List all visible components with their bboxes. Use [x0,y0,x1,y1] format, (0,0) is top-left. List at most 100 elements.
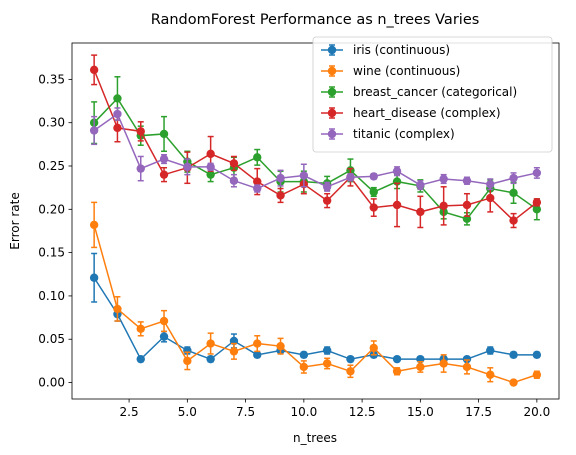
data-point [206,170,215,179]
x-axis: 2.5 5.0 7.5 10.0 12.5 15.0 17.5 20.0 [120,399,550,419]
data-point [369,187,378,197]
data-point [509,188,518,198]
legend-marker [327,87,337,97]
data-point [346,173,355,182]
data-point [462,200,472,210]
data-point [416,362,425,372]
y-tick-label: 0.15 [38,246,65,260]
legend-box [312,36,553,153]
legend: iris (continuous) wine (continuous) breast… [312,36,553,153]
data-point [229,347,239,356]
series-3 [89,54,542,229]
data-point [322,359,332,368]
data-point [113,123,122,133]
data-point [253,184,262,193]
data-point [113,94,122,103]
data-point [509,378,518,387]
x-tick-label: 12.5 [349,405,376,419]
data-point [206,162,215,172]
legend-label: iris (continuous) [353,43,450,57]
data-point [89,65,99,75]
data-point [159,129,169,139]
data-point [113,109,122,119]
data-point [113,304,122,314]
x-tick-label: 15.0 [407,405,434,419]
data-point [392,354,402,364]
data-point [462,176,472,185]
data-point [532,198,542,207]
data-point [183,356,192,366]
data-point [462,354,472,364]
data-point [392,200,402,210]
data-point [462,362,472,372]
data-point [392,166,402,176]
data-point [509,216,518,225]
legend-label: breast_cancer (categorical) [353,85,517,99]
x-tick-label: 2.5 [120,405,139,419]
data-point [89,273,99,282]
data-point [136,324,145,334]
legend-marker [327,45,337,55]
data-point [509,350,518,360]
y-tick-label: 0.25 [38,159,65,173]
data-point [439,174,448,184]
data-point [159,332,169,341]
y-tick-label: 0.00 [38,376,65,390]
data-point [486,193,495,203]
data-point [253,177,262,186]
data-point [369,343,378,353]
legend-label: wine (continuous) [353,64,460,78]
data-point [136,127,145,136]
data-point [253,350,262,360]
x-axis-title: n_trees [293,431,337,445]
x-tick-label: 5.0 [178,405,197,419]
legend-item: wine (continuous) [321,64,460,78]
data-point [439,201,448,211]
data-point [183,162,192,172]
data-point [392,367,402,376]
legend-item: heart_disease (complex) [321,106,501,120]
data-point [369,203,378,212]
data-point [532,350,542,360]
data-point [439,359,448,368]
data-point [486,179,495,189]
data-point [136,164,145,173]
legend-marker [327,129,337,139]
y-tick-label: 0.05 [38,332,65,346]
x-tick-label: 7.5 [236,405,255,419]
x-tick-label: 17.5 [465,405,492,419]
data-point [89,220,99,230]
data-point [486,370,495,379]
data-point [299,362,309,372]
data-point [346,367,355,376]
data-point [532,168,542,178]
y-tick-label: 0.30 [38,116,65,130]
data-point [416,207,425,217]
data-point [159,170,169,179]
y-tick-label: 0.35 [38,72,65,86]
legend-marker [327,66,337,76]
legend-item: breast_cancer (categorical) [321,85,517,99]
data-point [532,205,542,214]
x-tick-label: 10.0 [290,405,317,419]
data-point [532,370,542,379]
data-point [206,339,215,348]
series-4 [89,107,542,193]
data-point [322,182,332,191]
data-point [206,149,215,159]
legend-label: titanic (complex) [353,127,455,141]
data-point [229,159,239,168]
y-axis: 0.00 0.05 0.10 0.15 0.20 0.25 0.30 0.35 [38,72,72,390]
legend-item: titanic (complex) [321,127,455,141]
data-point [276,341,285,351]
data-point [136,354,145,364]
data-point [206,354,215,364]
data-point [276,191,285,200]
y-axis-title: Error rate [8,192,22,249]
data-point [89,126,99,135]
data-point [299,350,309,360]
y-tick-label: 0.10 [38,289,65,303]
data-point [322,196,332,205]
series-group [89,54,542,387]
data-point [253,153,262,162]
